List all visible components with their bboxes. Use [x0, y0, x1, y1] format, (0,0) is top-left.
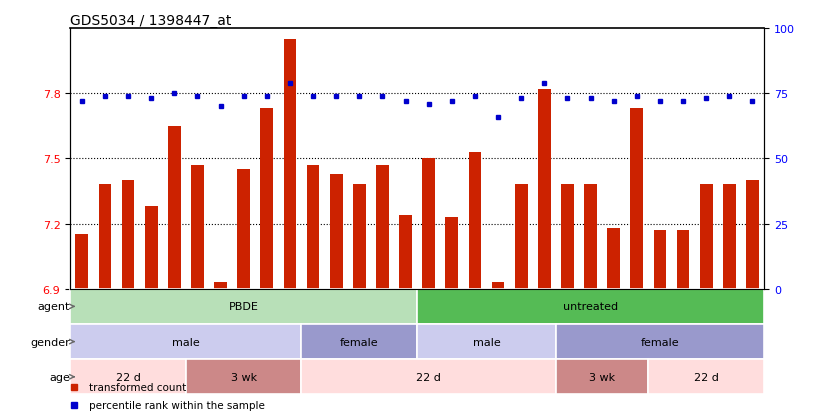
Bar [607, 228, 620, 289]
Bar [75, 235, 88, 289]
Text: PBDE: PBDE [229, 301, 259, 312]
Bar [301, 359, 556, 394]
Bar [648, 359, 764, 394]
Text: 3 wk: 3 wk [230, 372, 257, 382]
Bar [376, 166, 389, 289]
Bar [556, 359, 648, 394]
Bar [700, 185, 713, 289]
Bar [121, 180, 135, 289]
Bar [422, 159, 435, 289]
Bar [168, 126, 181, 289]
Bar [538, 90, 551, 289]
Text: 22 d: 22 d [694, 372, 719, 382]
Bar [653, 230, 667, 289]
Bar [70, 289, 417, 324]
Bar [561, 185, 574, 289]
Text: age: age [50, 372, 70, 382]
Bar [301, 324, 417, 359]
Text: female: female [340, 337, 378, 347]
Bar [186, 359, 301, 394]
Bar [98, 185, 112, 289]
Bar [676, 230, 690, 289]
Bar [214, 282, 227, 289]
Bar [353, 185, 366, 289]
Text: agent: agent [38, 301, 70, 312]
Text: GDS5034 / 1398447_at: GDS5034 / 1398447_at [69, 14, 231, 28]
Bar [70, 359, 186, 394]
Bar [237, 170, 250, 289]
Bar [145, 206, 158, 289]
Bar [468, 152, 482, 289]
Bar [515, 185, 528, 289]
Bar [723, 185, 736, 289]
Bar [584, 185, 597, 289]
Text: transformed count: transformed count [89, 382, 186, 392]
Text: male: male [472, 337, 501, 347]
Text: percentile rank within the sample: percentile rank within the sample [89, 399, 264, 410]
Bar [260, 109, 273, 289]
Text: 22 d: 22 d [416, 372, 441, 382]
Text: 22 d: 22 d [116, 372, 140, 382]
Bar [417, 289, 764, 324]
Bar [306, 166, 320, 289]
Bar [417, 324, 556, 359]
Bar [283, 40, 297, 289]
Text: female: female [641, 337, 679, 347]
Text: untreated: untreated [563, 301, 618, 312]
Text: gender: gender [31, 337, 70, 347]
Text: male: male [172, 337, 200, 347]
Text: 3 wk: 3 wk [589, 372, 615, 382]
Bar [191, 166, 204, 289]
Bar [399, 215, 412, 289]
Bar [445, 218, 458, 289]
Bar [746, 180, 759, 289]
Bar [491, 282, 505, 289]
Bar [556, 324, 764, 359]
Bar [70, 324, 301, 359]
Bar [330, 174, 343, 289]
Bar [630, 109, 643, 289]
